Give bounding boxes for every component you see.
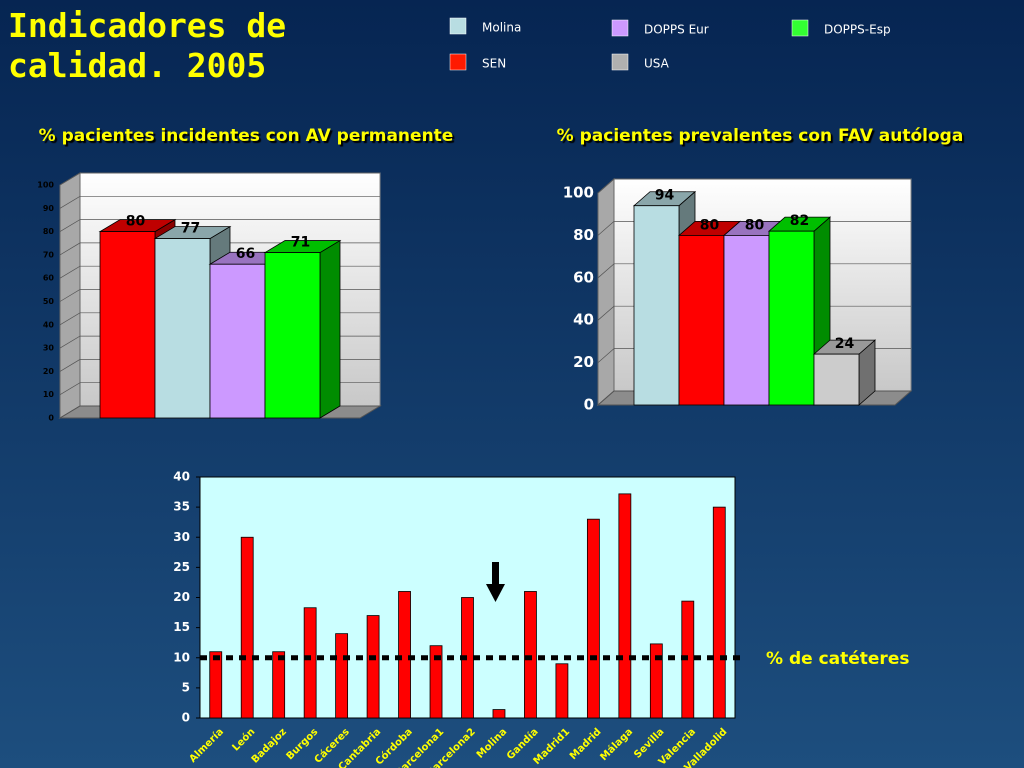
arrow-shaft	[492, 562, 499, 586]
bar	[678, 234, 725, 406]
y-tick-label: 100	[37, 181, 54, 190]
bar	[429, 645, 443, 719]
bar	[618, 493, 632, 719]
bar	[335, 633, 349, 719]
chart-title: % pacientes prevalentes con FAV autóloga	[557, 126, 964, 146]
value-label: 82	[790, 213, 809, 229]
grid-line	[59, 219, 380, 232]
value-label: 71	[291, 235, 310, 251]
value-label: 80	[700, 217, 720, 233]
bar	[633, 205, 680, 406]
bar	[366, 615, 380, 719]
reference-label: % de catéteres	[766, 649, 909, 669]
bar	[154, 238, 211, 419]
bar	[555, 663, 569, 719]
y-tick-label: 35	[173, 500, 190, 514]
y-tick-label: 0	[584, 396, 594, 414]
y-tick-label: 20	[173, 590, 190, 604]
y-tick-label: 60	[43, 274, 55, 283]
grid-line	[59, 242, 380, 256]
slide-title: Indicadores de calidad. 2005	[8, 6, 287, 85]
bar	[209, 651, 223, 719]
side-wall	[597, 177, 615, 407]
value-label: 66	[236, 246, 255, 262]
bar	[99, 231, 156, 419]
bar	[303, 607, 317, 719]
y-tick-label: 40	[173, 470, 190, 484]
legend-swatch	[449, 17, 467, 35]
legend-label: USA	[644, 57, 670, 71]
y-tick-label: 15	[173, 620, 190, 634]
legend-label: Molina	[482, 21, 521, 35]
y-tick-label: 90	[43, 204, 55, 213]
y-tick-label: 40	[43, 320, 55, 329]
y-tick-label: 20	[43, 367, 55, 376]
y-tick-label: 30	[43, 344, 55, 353]
legend-swatch	[449, 53, 467, 71]
y-tick-label: 20	[573, 353, 594, 371]
grid-line	[597, 178, 911, 194]
legend-label: DOPPS Eur	[644, 23, 709, 37]
y-tick-label: 10	[173, 650, 190, 664]
bar	[209, 263, 266, 419]
y-tick-label: 50	[43, 297, 55, 306]
bar-side	[319, 239, 341, 419]
value-label: 80	[745, 217, 765, 233]
value-label: 77	[181, 221, 200, 237]
legend-label: DOPPS-Esp	[824, 23, 891, 37]
y-tick-label: 80	[43, 227, 55, 236]
bar	[492, 709, 506, 719]
value-label: 24	[835, 336, 855, 352]
bar	[586, 518, 600, 719]
grid-line	[59, 195, 380, 209]
bar	[398, 591, 411, 719]
legend-swatch	[611, 53, 629, 71]
y-tick-label: 40	[573, 311, 594, 329]
value-label: 80	[126, 214, 146, 230]
legend-swatch	[791, 19, 809, 37]
y-tick-label: 0	[182, 711, 190, 725]
y-tick-label: 70	[43, 250, 55, 259]
y-tick-label: 60	[573, 268, 594, 286]
legend-label: SEN	[482, 57, 506, 71]
bar	[272, 651, 286, 719]
arrow-head	[486, 584, 505, 602]
grid-line	[59, 172, 380, 186]
y-tick-label: 10	[43, 390, 55, 399]
bar	[524, 591, 537, 719]
y-tick-label: 100	[563, 184, 594, 202]
bar	[723, 234, 770, 406]
y-tick-label: 0	[48, 414, 54, 423]
chart-title: % pacientes incidentes con AV permanente	[39, 126, 454, 146]
bar	[712, 506, 726, 719]
y-tick-label: 25	[173, 560, 190, 574]
value-label: 94	[655, 188, 675, 204]
bar	[264, 252, 321, 419]
title-box: Indicadores de calidad. 2005	[8, 6, 287, 85]
y-tick-label: 80	[573, 226, 594, 244]
y-tick-label: 30	[173, 530, 190, 544]
bar	[240, 536, 254, 719]
y-tick-label: 5	[182, 680, 190, 694]
bar	[649, 643, 663, 719]
legend-swatch	[611, 19, 629, 37]
bar	[768, 230, 815, 406]
bar	[813, 353, 860, 406]
